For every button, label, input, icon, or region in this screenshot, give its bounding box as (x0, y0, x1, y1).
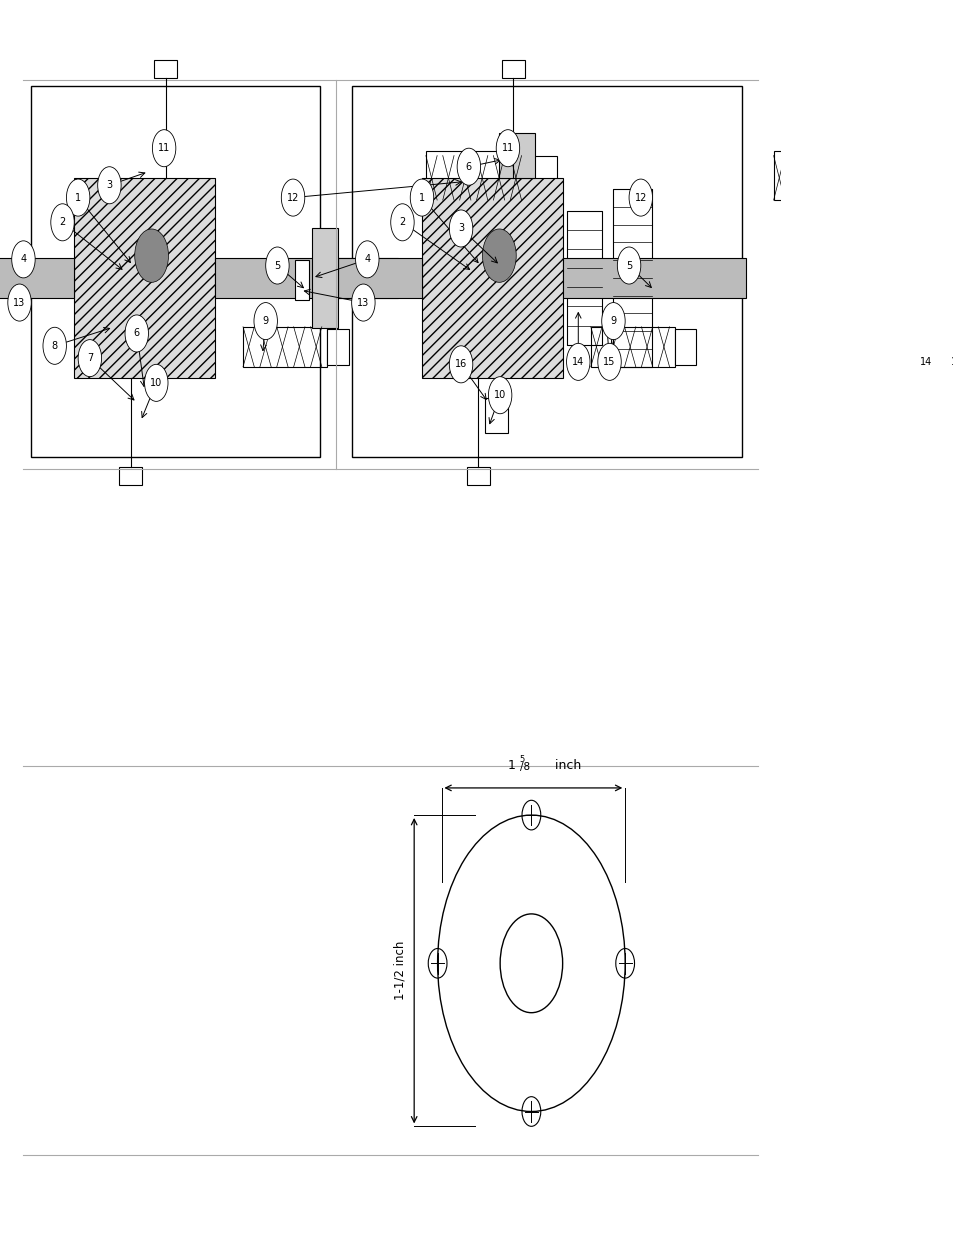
Circle shape (152, 130, 175, 167)
Circle shape (449, 210, 473, 247)
Bar (312, 227, 337, 327)
Circle shape (944, 343, 953, 380)
Circle shape (391, 204, 414, 241)
Bar (773, 151, 879, 200)
Text: 13: 13 (356, 298, 369, 308)
Text: 1: 1 (75, 193, 81, 203)
Bar (337, 258, 421, 298)
Text: 4: 4 (364, 254, 370, 264)
Bar (421, 178, 562, 378)
Bar (485, 398, 507, 433)
Circle shape (8, 284, 31, 321)
Bar (531, 156, 557, 195)
Bar (501, 61, 524, 78)
Circle shape (352, 284, 375, 321)
Text: /8: /8 (519, 762, 529, 772)
Text: 11: 11 (501, 143, 514, 153)
Text: 7: 7 (87, 353, 92, 363)
Bar (154, 61, 176, 78)
Text: 4: 4 (20, 254, 27, 264)
Bar (0, 258, 74, 298)
Circle shape (253, 303, 277, 340)
Bar (327, 329, 348, 364)
Text: 3: 3 (457, 224, 464, 233)
Text: 1-1/2 inch: 1-1/2 inch (393, 941, 406, 1000)
Circle shape (281, 179, 304, 216)
Text: 15: 15 (602, 357, 615, 367)
Text: 1: 1 (507, 758, 519, 772)
Circle shape (566, 343, 589, 380)
Circle shape (598, 343, 620, 380)
Circle shape (410, 179, 434, 216)
Bar (467, 467, 489, 484)
Text: 8: 8 (51, 341, 58, 351)
Bar (295, 261, 309, 300)
Bar (590, 327, 675, 367)
Bar (425, 151, 531, 200)
Bar (879, 156, 903, 195)
Text: 6: 6 (133, 329, 140, 338)
Bar (74, 178, 214, 378)
Text: 9: 9 (610, 316, 616, 326)
Circle shape (125, 315, 149, 352)
Circle shape (355, 241, 378, 278)
Circle shape (145, 364, 168, 401)
Text: 13: 13 (13, 298, 26, 308)
Bar (613, 189, 652, 367)
Circle shape (78, 340, 101, 377)
Text: 14: 14 (572, 357, 584, 367)
Text: 11: 11 (158, 143, 170, 153)
Text: 2: 2 (399, 217, 405, 227)
Circle shape (496, 130, 519, 167)
Text: 5: 5 (625, 261, 632, 270)
Text: 14: 14 (919, 357, 931, 367)
Circle shape (43, 327, 67, 364)
Circle shape (482, 228, 516, 283)
Bar (562, 258, 744, 298)
Text: 5: 5 (274, 261, 280, 270)
Bar (119, 467, 142, 484)
Circle shape (51, 204, 74, 241)
Circle shape (11, 241, 35, 278)
Text: 5: 5 (519, 756, 524, 764)
Circle shape (134, 228, 169, 283)
Circle shape (617, 247, 640, 284)
Text: 3: 3 (106, 180, 112, 190)
Circle shape (456, 148, 480, 185)
Text: 15: 15 (950, 357, 953, 367)
Circle shape (488, 377, 512, 414)
Text: inch: inch (550, 758, 580, 772)
Bar (675, 329, 696, 364)
Circle shape (449, 346, 473, 383)
Bar (214, 258, 397, 298)
Bar (243, 327, 327, 367)
Bar (498, 133, 534, 178)
Bar (566, 211, 601, 345)
Circle shape (601, 303, 624, 340)
Circle shape (67, 179, 90, 216)
Text: 12: 12 (634, 193, 646, 203)
Bar (913, 211, 948, 345)
Bar (352, 86, 741, 457)
Text: 1: 1 (418, 193, 425, 203)
Circle shape (266, 247, 289, 284)
Text: 12: 12 (287, 193, 299, 203)
Bar (31, 86, 320, 457)
Text: 16: 16 (455, 359, 467, 369)
Circle shape (97, 167, 121, 204)
Text: 9: 9 (262, 316, 269, 326)
Text: 10: 10 (150, 378, 162, 388)
Text: 2: 2 (59, 217, 66, 227)
Text: 10: 10 (494, 390, 506, 400)
Circle shape (913, 343, 937, 380)
Text: 6: 6 (465, 162, 472, 172)
Circle shape (628, 179, 652, 216)
